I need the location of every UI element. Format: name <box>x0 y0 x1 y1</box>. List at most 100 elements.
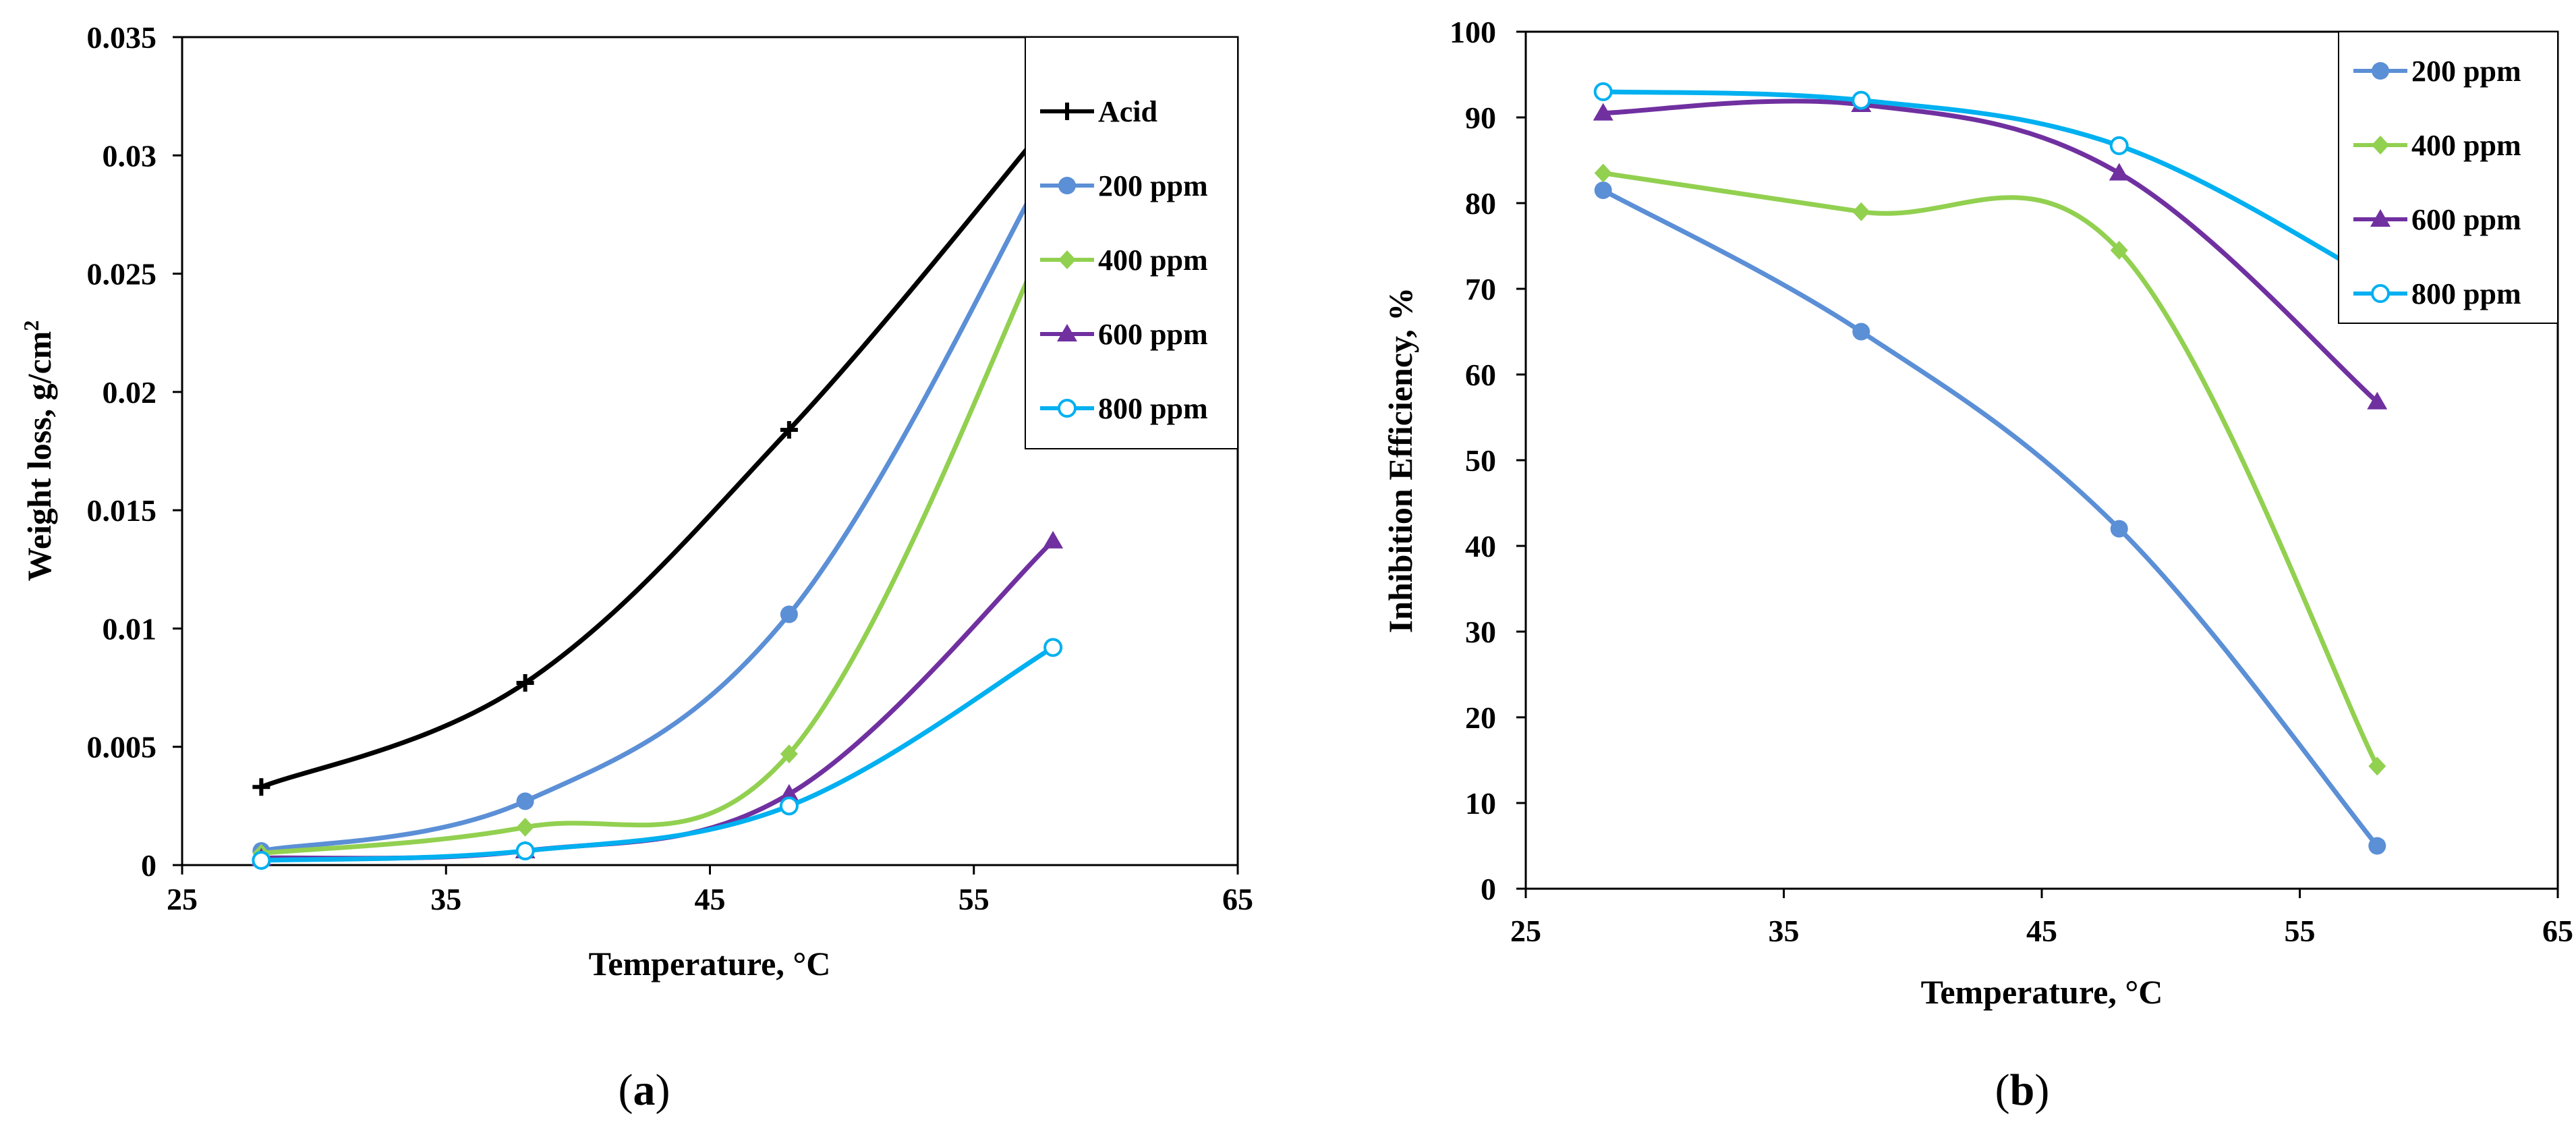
x-tick-label: 65 <box>1222 882 1253 916</box>
data-point-800-ppm <box>1043 638 1063 657</box>
legend-marker <box>1058 177 1076 194</box>
legend-marker <box>2370 209 2391 227</box>
y-tick-label: 0 <box>1481 872 1496 906</box>
x-tick-label: 35 <box>1769 914 1800 948</box>
y-tick-label: 0.005 <box>87 730 157 765</box>
legend-label: 800 ppm <box>2411 277 2521 310</box>
legend-label: 600 ppm <box>2411 203 2521 236</box>
y-tick-label: 90 <box>1465 101 1496 135</box>
data-point-acid <box>252 778 270 796</box>
caption-letter: b <box>2010 1065 2035 1115</box>
panel-caption: (b) <box>1995 1065 2050 1115</box>
data-point-400-ppm <box>1594 163 1612 183</box>
data-point-acid <box>516 674 534 692</box>
data-point-800-ppm <box>779 796 799 816</box>
series-line-200-ppm <box>1601 188 2380 848</box>
data-point-600-ppm <box>778 783 799 802</box>
series-line-600-ppm <box>258 538 1056 861</box>
x-axis-label: Temperature, °C <box>1921 973 2163 1011</box>
y-tick-label: 100 <box>1450 15 1496 49</box>
y-tick-label: 0 <box>141 848 156 883</box>
legend-label: 200 ppm <box>2411 55 2521 88</box>
data-point-200-ppm <box>1852 323 1870 341</box>
y-tick-label: 40 <box>1465 529 1496 563</box>
x-tick-label: 65 <box>2542 914 2573 948</box>
data-point-600-ppm <box>1593 103 1613 121</box>
x-tick-label: 45 <box>2026 914 2057 948</box>
x-tick-label: 55 <box>958 882 990 916</box>
legend-marker <box>1057 324 1077 341</box>
legend-label: 800 ppm <box>1098 392 1208 425</box>
chart-panel-b: 0 10 20 30 40 50 60 70 80 90 100 25 35 45 55 65 Temperat… <box>1381 15 2573 1115</box>
y-tick-label: 0.025 <box>87 257 157 292</box>
x-tick-label: 35 <box>430 882 461 916</box>
legend-label: 400 ppm <box>2411 129 2521 162</box>
y-tick-label: 0.035 <box>87 20 157 55</box>
caption-letter: a <box>633 1065 656 1115</box>
series-line-acid <box>258 115 1056 790</box>
data-point-800-ppm <box>1593 82 1613 101</box>
caption-open-paren: ( <box>1995 1065 2010 1115</box>
legend-marker <box>1058 103 1076 120</box>
x-tick-label: 25 <box>167 882 198 916</box>
series-line-400-ppm <box>1601 171 2380 769</box>
caption-close-paren: ) <box>656 1065 670 1115</box>
data-point-400-ppm <box>780 744 798 764</box>
data-point-200-ppm <box>516 792 534 810</box>
series-line-800-ppm <box>258 644 1056 863</box>
y-tick-label: 0.02 <box>103 375 157 410</box>
data-point-600-ppm <box>2109 163 2129 181</box>
legend-label: Acid <box>1098 95 1157 128</box>
x-tick-label: 25 <box>1510 914 1541 948</box>
data-point-600-ppm <box>1043 530 1064 549</box>
legend-box <box>1025 36 1238 449</box>
data-point-200-ppm <box>2110 520 2128 538</box>
legend-label: 600 ppm <box>1098 318 1208 351</box>
data-point-200-ppm <box>2368 837 2386 855</box>
y-axis-label: Inhibition Efficiency, % <box>1381 287 1419 634</box>
legend-label: 400 ppm <box>1098 244 1208 277</box>
y-tick-label: 10 <box>1465 786 1496 821</box>
y-tick-label: 30 <box>1465 615 1496 649</box>
y-tick-label: 50 <box>1465 443 1496 478</box>
data-point-400-ppm <box>2368 756 2386 776</box>
x-tick-label: 55 <box>2285 914 2316 948</box>
y-tick-label: 80 <box>1465 186 1496 221</box>
legend-marker <box>2372 62 2389 80</box>
x-tick-label: 45 <box>695 882 726 916</box>
y-tick-label: 0.03 <box>103 138 157 173</box>
legend-marker <box>1058 250 1076 269</box>
data-point-400-ppm <box>516 817 534 837</box>
data-point-800-ppm <box>252 850 271 870</box>
data-point-800-ppm <box>515 841 535 860</box>
series-line-400-ppm <box>258 221 1056 856</box>
y-axis-label-text: Inhibition Efficiency, % <box>1381 287 1419 634</box>
legend-marker <box>2372 136 2389 155</box>
series-line-800-ppm <box>1601 89 2380 283</box>
data-point-400-ppm <box>2110 240 2128 260</box>
y-tick-label: 0.01 <box>103 611 157 646</box>
data-point-400-ppm <box>1852 202 1870 221</box>
chart-panel-a: 0 0.005 0.01 0.015 0.02 0.025 0.03 0.035 25 35 45 5… <box>19 20 1253 1115</box>
data-point-200-ppm <box>1594 181 1612 199</box>
legend-label: 200 ppm <box>1098 169 1208 202</box>
x-axis-label: Temperature, °C <box>589 945 831 982</box>
data-point-acid <box>780 420 798 439</box>
panel-caption: (a) <box>619 1065 670 1115</box>
y-tick-label: 0.015 <box>87 493 157 528</box>
data-point-200-ppm <box>780 605 798 624</box>
legend-marker <box>1058 399 1077 418</box>
caption-open-paren: ( <box>619 1065 633 1115</box>
y-axis-label-text: Weight loss, g/cm <box>20 331 58 582</box>
y-tick-label: 60 <box>1465 358 1496 392</box>
y-axis-label-superscript: 2 <box>19 321 43 331</box>
legend-marker <box>2371 284 2390 303</box>
y-axis-label: Weight loss, g/cm2 <box>19 321 58 582</box>
y-tick-label: 20 <box>1465 700 1496 735</box>
y-tick-label: 70 <box>1465 272 1496 306</box>
legend-box <box>2338 31 2558 324</box>
series-line-200-ppm <box>258 153 1056 854</box>
data-point-600-ppm <box>2367 391 2388 410</box>
series-line-600-ppm <box>1601 99 2380 405</box>
